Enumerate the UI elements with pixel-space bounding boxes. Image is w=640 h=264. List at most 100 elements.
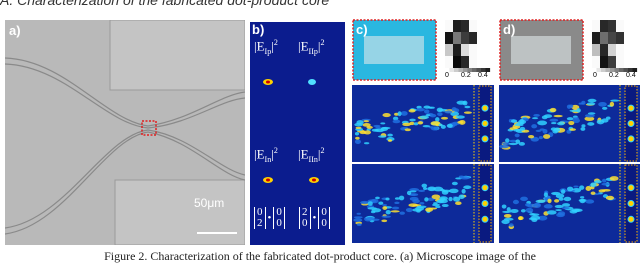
matrix-cell [592,44,600,56]
field-spot [381,219,388,223]
field-spot [463,111,472,114]
field-spot [499,144,509,149]
field-spot [554,199,560,203]
field-spot [602,178,607,183]
matrix-cell [445,44,453,56]
output-spot [481,215,489,223]
field-image [499,164,640,243]
field-spot [354,139,361,145]
field-spot [433,186,444,192]
field-spot [515,139,521,144]
field-spot [596,119,605,125]
field-spot [605,116,611,120]
field-spot [412,199,420,204]
field-spot [535,199,546,204]
field-spot [435,205,441,209]
field-spot [385,197,390,201]
field-spot [568,104,574,108]
colorbar [472,68,477,72]
field-spot [424,197,429,202]
field-spot [378,201,384,205]
field-spot [453,196,461,202]
panel-label: a) [9,23,21,38]
colorbar-tick: 0 [593,72,597,79]
field-spot [463,185,472,190]
field-spot [610,99,620,102]
colorbar [632,68,638,72]
field-spot [390,210,400,213]
field-spot [584,116,595,122]
field-spot [446,123,453,128]
simulation-panel [352,19,494,243]
colorbar [449,68,455,72]
matrix-cell [592,56,600,68]
output-spot [627,215,635,223]
field-spot [532,203,541,208]
field-spot [587,122,595,126]
matrix-cell [592,20,600,32]
field-spot [518,141,525,146]
section-heading: A. Characterization of the fabricated do… [0,0,330,8]
field-spot [371,128,379,132]
field-spot [382,206,388,210]
vector-product: 0 2 • 0 0 [254,207,285,229]
panel-label: b) [252,22,265,37]
field-spot [461,188,466,194]
matrix-cell [453,56,461,68]
field-spot [609,101,615,107]
colorbar [467,68,473,72]
matrix-cell [608,32,616,44]
field-spot [440,197,446,200]
field-spot [590,182,597,188]
chip-pattern [511,36,571,64]
field-spot [535,129,542,132]
field-spot [563,196,572,202]
field-spot [581,124,586,128]
field-spot [579,198,586,204]
field-spot [549,107,557,113]
field-spot [440,124,446,129]
field-spot [554,204,564,209]
field-spot [543,134,551,139]
field-spot [506,207,511,212]
matrix-cell [592,32,600,44]
matrix-cell [600,56,608,68]
field-spot [513,128,521,132]
field-spot [436,199,444,204]
field-spot [354,131,360,136]
field-image [352,85,494,162]
output-spot [627,135,635,143]
output-spot [481,184,489,192]
field-spot [542,128,548,134]
field-spot [455,201,462,206]
field-spot [435,117,440,122]
field-spot [551,122,557,125]
field-spot [382,113,391,118]
field-spot [561,206,570,210]
field-spot [436,107,444,113]
caption: Figure 2. Characterization of the fabric… [104,249,536,263]
field-spot [510,208,519,214]
field-spot [520,209,526,213]
field-spot [508,142,518,146]
field-spot [410,193,419,196]
field-spot [569,128,576,131]
field-spot [555,209,562,212]
field-spot [419,115,429,120]
field-spot [459,176,470,180]
field-spot [400,111,408,116]
field-spot [605,195,615,201]
field-spot [456,100,466,105]
colorbar-tick: 0.4 [478,72,488,79]
inset-border [499,19,584,81]
field-spot [366,128,371,131]
field-spot [355,126,362,129]
field-spot [609,176,619,181]
field-spot [538,136,543,140]
inset-border [352,19,437,81]
field-spot [579,196,585,199]
field-spot [417,121,424,125]
field-spot [531,124,538,129]
colorbar-tick: 0.2 [609,72,619,79]
